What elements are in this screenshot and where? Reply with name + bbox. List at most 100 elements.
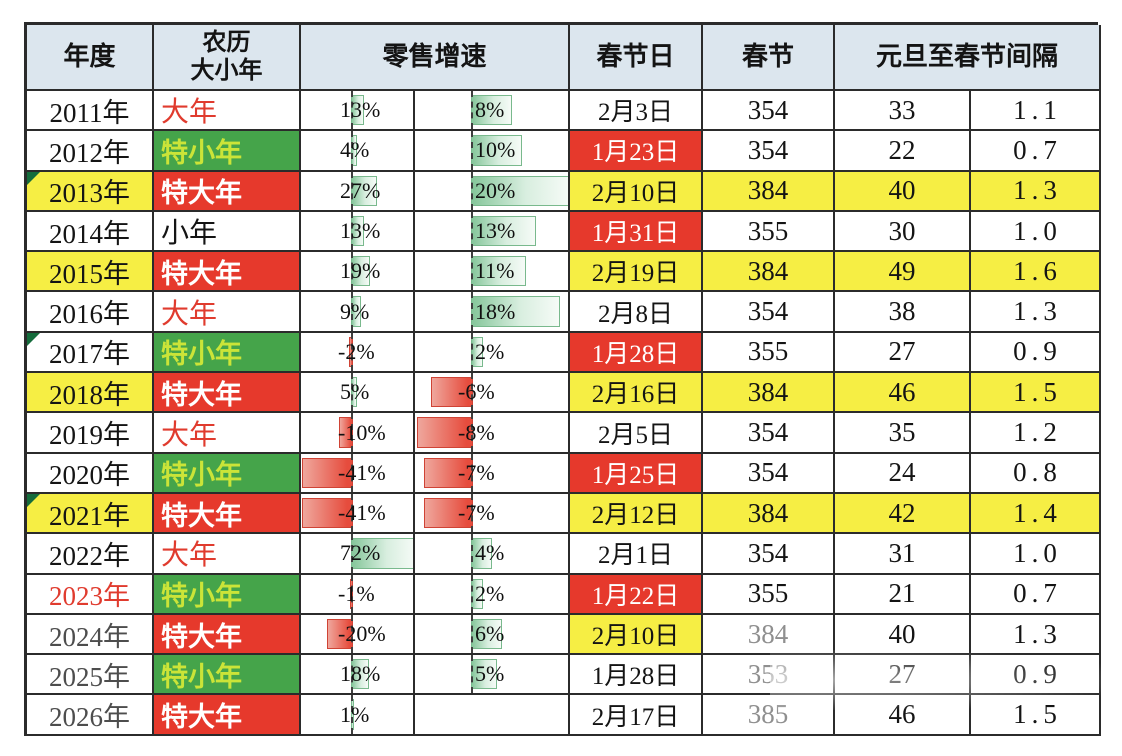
growth-value: -6%: [458, 379, 495, 405]
gap-days-cell-label: 38: [888, 296, 916, 327]
growth-value: 13%: [340, 218, 381, 244]
cny-days-cell-label: 354: [747, 457, 789, 488]
data-bar: [471, 618, 503, 650]
gap-days-cell-label: 49: [888, 255, 916, 286]
gap-ratio-cell-label: 1.5: [1013, 376, 1062, 407]
lunar-type-cell: 特大年: [154, 614, 301, 656]
zero-axis-line: [471, 171, 473, 210]
growth-value: 5%: [475, 661, 505, 687]
growth-value: 27%: [340, 177, 381, 203]
year-cell: 2016年: [27, 292, 154, 333]
gap-ratio-cell: 1.1: [971, 91, 1101, 132]
lunar-type-cell-label: 特小年: [161, 137, 242, 168]
gap-days-cell-label: 42: [888, 497, 916, 528]
cny-date-cell-label: 1月25日: [591, 461, 680, 489]
cny-date-cell-label: 1月28日: [591, 340, 680, 368]
lunar-type-cell: 特大年: [154, 373, 301, 414]
gap-ratio-cell: 0.7: [971, 574, 1101, 615]
zero-axis-line: [351, 695, 353, 734]
gap-days-cell-label: 31: [888, 537, 916, 568]
growth-value: 5%: [340, 379, 370, 405]
gap-ratio-cell-label: 0.7: [1013, 134, 1062, 165]
retail-growth-cell-2: 2%: [415, 574, 570, 615]
cny-date-cell-label: 2月16日: [591, 381, 680, 409]
zero-axis-line: [351, 211, 353, 251]
data-bar: [471, 175, 568, 206]
growth-value: 2%: [475, 580, 505, 606]
retail-growth-cell-2: 11%: [415, 252, 570, 293]
cny-date-cell: 2月8日: [570, 292, 703, 333]
growth-value: 18%: [475, 298, 516, 324]
cny-days-cell-label: 354: [747, 134, 789, 165]
growth-value: -7%: [458, 500, 495, 526]
zero-axis-line: [351, 614, 353, 654]
year-cell: 2022年: [27, 534, 154, 575]
lunar-type-cell-label: 特小年: [161, 339, 242, 370]
header-cny-days-label: 春节: [741, 41, 794, 72]
gap-days-cell-label: 27: [888, 658, 916, 689]
gap-days-cell: 42: [835, 493, 971, 535]
header-cny-days: 春节: [703, 25, 835, 91]
gap-ratio-cell-label: 0.9: [1013, 658, 1062, 689]
lunar-type-cell-label: 大年: [161, 97, 218, 129]
zero-axis-line: [471, 91, 473, 130]
cny-date-cell-label: 2月8日: [597, 300, 673, 328]
zero-axis-line: [471, 493, 473, 533]
cny-days-cell-label: 385: [747, 699, 789, 730]
gap-days-cell: 27: [835, 332, 971, 374]
gap-days-cell: 49: [835, 252, 971, 293]
zero-axis-line: [351, 453, 353, 492]
year-cell: 2021年: [27, 493, 154, 535]
cny-days-cell: 384: [703, 252, 835, 293]
cny-days-cell: 354: [703, 91, 835, 132]
lunar-type-cell-label: 特大年: [161, 702, 242, 733]
lunar-type-cell-label: 特大年: [161, 258, 242, 289]
growth-value: 9%: [340, 298, 370, 324]
lunar-type-cell: 特小年: [154, 655, 301, 696]
growth-value: 18%: [340, 661, 381, 687]
lunar-type-cell-label: 特小年: [161, 460, 242, 491]
gap-ratio-cell-label: 0.7: [1013, 578, 1062, 609]
retail-growth-cell-1: 13%: [301, 91, 415, 132]
header-year: 年度: [27, 25, 154, 91]
retail-growth-cell-1: 27%: [301, 171, 415, 212]
gap-days-cell: 40: [835, 614, 971, 656]
cny-date-cell-label: 2月10日: [591, 179, 680, 207]
cny-date-cell: 2月19日: [570, 252, 703, 293]
gap-ratio-cell-label: 0.9: [1013, 336, 1062, 367]
cny-date-cell-label: 1月31日: [591, 220, 680, 248]
lunar-type-cell-label: 特大年: [161, 379, 242, 410]
cny-date-cell: 2月3日: [570, 91, 703, 132]
zero-axis-line: [471, 453, 473, 492]
retail-growth-cell-1: 13%: [301, 211, 415, 253]
zero-axis-line: [471, 252, 473, 291]
cny-date-cell-label: 2月10日: [591, 623, 680, 650]
data-bar: [327, 618, 353, 650]
retail-growth-cell-2: 13%: [415, 211, 570, 253]
cny-days-cell-label: 353: [747, 658, 789, 689]
cny-date-cell-label: 2月19日: [591, 260, 680, 288]
gap-ratio-cell: 1.3: [971, 171, 1101, 212]
retail-growth-cell-2: 10%: [415, 131, 570, 172]
header-year-label: 年度: [63, 41, 116, 72]
zero-axis-line: [351, 171, 353, 210]
retail-growth-cell-1: -1%: [301, 574, 415, 615]
growth-value: 11%: [475, 258, 515, 284]
zero-axis-line: [471, 534, 473, 573]
year-cell-label: 2014年: [49, 218, 130, 249]
cny-days-cell-label: 384: [747, 618, 789, 649]
gap-days-cell: 27: [835, 655, 971, 696]
year-cell: 2014年: [27, 211, 154, 253]
cny-date-cell: 1月31日: [570, 211, 703, 253]
cny-days-cell: 384: [703, 171, 835, 212]
cny-days-cell: 384: [703, 493, 835, 535]
cny-date-cell-label: 1月28日: [591, 663, 680, 691]
retail-growth-cell-2: -7%: [415, 453, 570, 494]
cny-date-cell-label: 1月22日: [591, 582, 680, 610]
year-cell-label: 2022年: [49, 540, 130, 571]
retail-growth-cell-1: -10%: [301, 413, 415, 454]
zero-axis-line: [351, 493, 353, 533]
gap-days-cell: 31: [835, 534, 971, 575]
retail-growth-cell-2: 20%: [415, 171, 570, 212]
